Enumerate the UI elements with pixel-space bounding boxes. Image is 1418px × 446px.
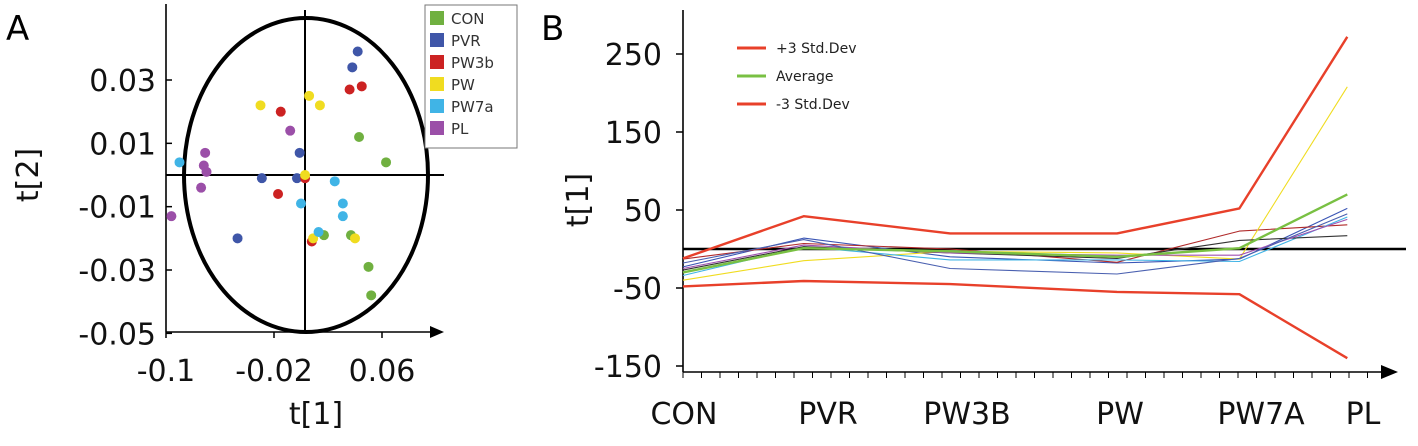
a-points	[166, 46, 392, 301]
b-legend-label: +3 Std.Dev	[776, 41, 856, 57]
a-legend-label: PW	[451, 76, 475, 94]
a-point-pvr	[347, 62, 358, 73]
a-legend-label: CON	[451, 10, 485, 28]
a-point-pw7a	[337, 211, 348, 222]
a-legend-swatch	[430, 11, 444, 25]
a-point-con	[381, 157, 392, 168]
b-line-3-std-dev	[682, 36, 1349, 260]
a-point-pw	[300, 170, 311, 180]
a-point-pw7a	[337, 198, 348, 209]
b-x-label: PW	[1096, 397, 1144, 432]
panel-a-scatter: 0.03 0.01 -0.01 -0.03 -0.05 -0.1 -0.02 0.06 t[…	[11, 4, 518, 432]
b-x-minor-ticks	[682, 372, 1368, 378]
b-x-labels: CON PVR PW3B PW PW7A PL	[650, 397, 1380, 432]
b-x-axis-arrow	[1381, 365, 1398, 379]
a-point-pl	[200, 147, 211, 158]
a-y-tick-label: -0.01	[78, 191, 156, 226]
a-x-tick-label: 0.06	[349, 354, 416, 389]
b-line-3-std-dev	[682, 279, 1348, 360]
a-hotelling-ellipse	[182, 16, 430, 334]
panel-label-b: B	[541, 9, 564, 49]
a-y-axis-title: t[2]	[11, 148, 46, 202]
a-legend-label: PW7a	[451, 98, 494, 116]
a-point-pw3b	[344, 84, 355, 95]
a-x-tick-label: -0.02	[235, 354, 313, 389]
panel-label-a: A	[6, 9, 29, 49]
a-point-pvr	[352, 46, 363, 57]
a-point-pw7a	[296, 198, 306, 209]
a-y-tick-label: 0.01	[89, 127, 156, 162]
a-legend-label: PW3b	[451, 54, 494, 72]
a-point-pw3b	[356, 81, 367, 92]
b-y-axis-title: t[1]	[561, 173, 596, 227]
a-point-pvr	[256, 173, 267, 184]
a-legend-swatch	[430, 77, 444, 91]
b-line-average	[682, 193, 1348, 274]
a-point-pl	[166, 211, 177, 222]
a-x-tick-label: -0.1	[137, 354, 196, 389]
a-point-pl	[196, 182, 207, 193]
a-point-con	[366, 290, 377, 301]
a-point-con	[354, 132, 365, 142]
a-point-con	[363, 261, 374, 272]
a-legend-swatch	[430, 55, 444, 69]
b-legend-label: Average	[776, 69, 834, 85]
a-point-pl	[285, 125, 296, 136]
a-point-pw7a	[174, 157, 185, 168]
b-x-label: PW3B	[923, 397, 1010, 432]
b-y-tick-label: -150	[594, 350, 662, 385]
b-y-tick-label: 250	[605, 38, 662, 73]
a-legend-label: PVR	[451, 32, 481, 50]
a-point-pl	[201, 166, 212, 177]
a-x-axis-title: t[1]	[289, 397, 343, 432]
b-y-tick-label: -50	[613, 272, 662, 307]
a-point-pw7a	[313, 227, 324, 237]
b-x-label: CON	[650, 397, 717, 432]
b-x-label: PL	[1346, 397, 1381, 432]
a-y-tick-label: -0.03	[78, 254, 156, 289]
a-legend-swatch	[430, 99, 444, 113]
a-point-pw	[350, 233, 360, 244]
b-legend-label: -3 Std.Dev	[776, 97, 850, 113]
a-legend-swatch	[430, 121, 444, 135]
b-x-label: PW7A	[1217, 397, 1305, 432]
a-y-tick-label: -0.05	[78, 317, 156, 352]
a-point-pvr	[291, 173, 302, 184]
a-point-pw7a	[329, 176, 340, 187]
a-x-ticks: -0.1 -0.02 0.06	[137, 332, 416, 389]
a-point-pvr	[294, 147, 305, 158]
a-point-pw3b	[273, 189, 284, 199]
a-point-pw	[255, 100, 266, 111]
a-point-pw	[314, 100, 325, 111]
a-y-ticks: 0.03 0.01 -0.01 -0.03 -0.05	[78, 64, 172, 352]
b-y-tick-label: 150	[605, 116, 662, 151]
a-y-tick-label: 0.03	[89, 64, 156, 99]
a-legend: CON PVR PW3b PW PW7a PL	[430, 10, 494, 138]
b-y-ticks: 250 150 50 -50 -150	[594, 38, 683, 385]
b-lines	[682, 36, 1349, 360]
b-legend: +3 Std.Dev Average -3 Std.Dev	[737, 41, 856, 113]
a-x-axis-arrow	[430, 326, 444, 338]
b-sample-line	[682, 213, 1348, 275]
a-legend-swatch	[430, 33, 444, 47]
b-y-tick-label: 50	[624, 194, 662, 229]
b-sample-line	[682, 86, 1348, 281]
a-point-pw3b	[275, 106, 286, 117]
a-legend-label: PL	[451, 120, 469, 138]
a-point-pvr	[232, 233, 243, 244]
b-x-label: PVR	[798, 397, 857, 432]
a-point-pw	[304, 90, 315, 101]
